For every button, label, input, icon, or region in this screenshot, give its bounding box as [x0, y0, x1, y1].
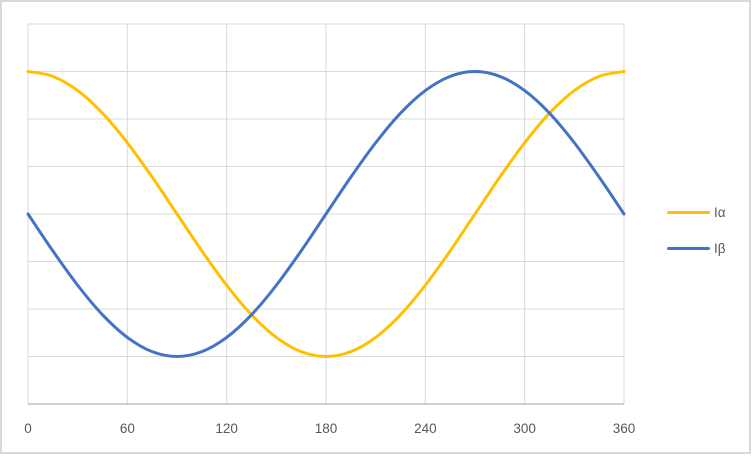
x-axis-tick-label: 0 — [24, 421, 32, 436]
legend-label: Iβ — [714, 240, 726, 256]
x-axis-tick-label: 360 — [613, 421, 636, 436]
legend: Iα Iβ — [667, 203, 726, 258]
legend-label: Iα — [714, 204, 726, 220]
series-line-i-alpha[interactable] — [26, 70, 626, 358]
legend-line-swatch — [667, 247, 710, 250]
x-axis-tick-label: 60 — [120, 421, 135, 436]
legend-item-i-beta[interactable]: Iβ — [667, 239, 726, 258]
series-line-i-beta[interactable] — [26, 70, 626, 358]
x-axis-tick-label: 300 — [513, 421, 536, 436]
legend-line-swatch — [667, 211, 710, 214]
legend-item-i-alpha[interactable]: Iα — [667, 203, 726, 222]
x-axis-tick-label: 180 — [315, 421, 338, 436]
x-axis-tick-label: 120 — [215, 421, 238, 436]
x-axis-tick-label: 240 — [414, 421, 437, 436]
